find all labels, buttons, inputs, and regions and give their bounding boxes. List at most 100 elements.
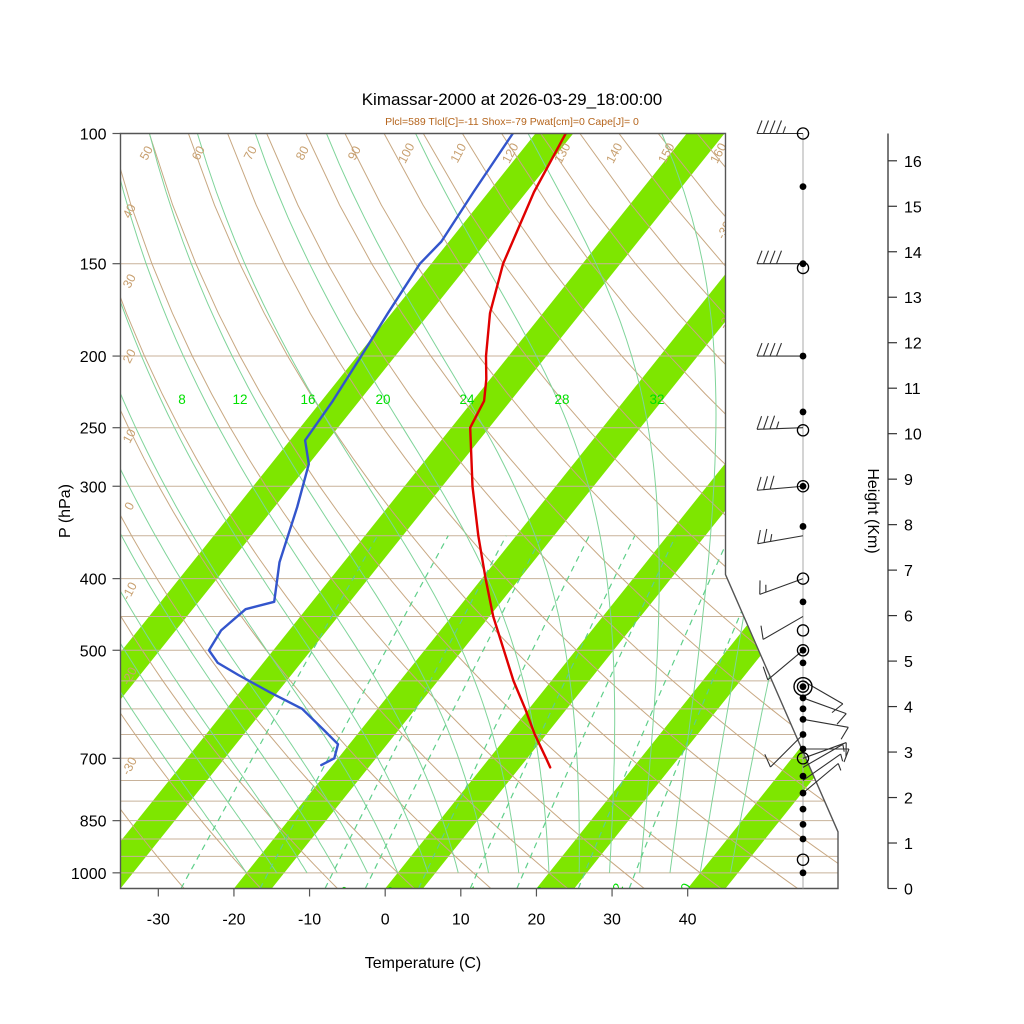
height-tick-label: 7	[904, 563, 913, 580]
height-tick-label: 5	[904, 654, 913, 671]
level-marker	[799, 835, 807, 843]
moist-adiabat-label: 24	[459, 392, 475, 407]
y-tick-label: 150	[80, 257, 107, 274]
level-marker-open	[796, 853, 810, 866]
level-marker	[799, 821, 807, 828]
dry-adiabat	[120, 133, 185, 889]
level-marker	[799, 772, 807, 780]
level-marker	[799, 805, 807, 813]
x-axis-label: Temperature (C)	[365, 955, 481, 972]
moist-adiabat-label: 20	[375, 392, 390, 407]
chart-title: Kimassar-2000 at 2026-03-29_18:00:00	[361, 90, 663, 109]
moist-adiabat	[120, 133, 247, 874]
level-marker-open	[796, 624, 810, 637]
height-tick-label: 0	[904, 882, 913, 899]
x-tick-label: -20	[222, 912, 245, 929]
height-tick-label: 12	[904, 336, 922, 353]
dry-adiabat	[383, 133, 838, 889]
wind-barb	[802, 742, 847, 759]
mixing-ratio-line	[324, 535, 507, 889]
height-tick-label: 8	[904, 518, 913, 535]
moist-adiabat	[120, 133, 338, 874]
height-tick-label: 3	[904, 745, 913, 762]
shade-band	[233, 133, 838, 889]
wind-barb	[756, 342, 803, 357]
dry-adiabat	[305, 133, 838, 889]
x-tick-label: 10	[452, 912, 470, 929]
height-axis-label: Height (Km)	[864, 468, 881, 553]
height-tick-label: 16	[904, 154, 922, 171]
mixing-ratio-line	[418, 535, 590, 889]
shade-band	[536, 133, 838, 889]
y-tick-label: 200	[80, 349, 107, 366]
wind-barb	[760, 615, 804, 640]
shade-band	[687, 133, 838, 889]
y-axis-label: P (hPa)	[57, 484, 74, 538]
level-marker	[799, 705, 807, 713]
isotherm-label-left: 30	[120, 272, 139, 291]
moist-adiabat	[120, 133, 459, 873]
level-marker	[799, 683, 807, 691]
height-tick-label: 15	[904, 199, 922, 216]
level-marker	[799, 408, 807, 416]
moist-adiabat	[196, 133, 520, 873]
height-tick-label: 2	[904, 791, 913, 808]
isotherm-label-left: 10	[120, 427, 139, 446]
moist-adiabat	[415, 133, 616, 873]
moist-adiabat	[120, 133, 308, 874]
level-marker-open	[796, 680, 810, 693]
mixing-ratio-label: 12	[606, 881, 626, 901]
wind-barb-column	[756, 120, 850, 889]
dry-adiabat-label: 70	[241, 144, 260, 163]
level-marker-open	[796, 572, 810, 585]
level-marker-open	[796, 480, 810, 493]
wind-barb	[802, 743, 845, 768]
dry-adiabat	[120, 133, 492, 889]
level-marker	[799, 694, 807, 702]
level-marker-open	[796, 424, 810, 437]
mixing-ratio-line	[364, 535, 543, 889]
moist-adiabat-label: 12	[232, 392, 247, 407]
dry-adiabat	[120, 133, 645, 889]
isotherm-label-left: 40	[120, 202, 139, 221]
dry-adiabat	[266, 133, 838, 889]
wind-barb	[762, 649, 804, 681]
isotherm-label-right: 10	[739, 589, 758, 608]
wind-barb	[756, 120, 803, 135]
y-tick-label: 250	[80, 421, 107, 438]
lcl-marker	[793, 676, 813, 697]
dry-adiabat	[227, 133, 838, 889]
level-marker-open	[796, 752, 810, 765]
wind-barb	[802, 763, 842, 794]
moist-adiabat	[120, 133, 399, 873]
mixing-ratio-line	[259, 535, 449, 889]
height-tick-label: 4	[904, 700, 913, 717]
height-tick-label: 14	[904, 245, 922, 262]
moist-adiabat	[527, 133, 660, 873]
height-tick-label: 1	[904, 836, 913, 853]
wind-barb	[756, 415, 804, 430]
level-marker	[799, 598, 807, 606]
mixing-ratio-line	[180, 535, 378, 889]
wind-barb	[802, 718, 849, 740]
wind-barb	[756, 250, 803, 265]
wind-barb	[759, 578, 804, 595]
dry-adiabat-label: 90	[345, 144, 364, 163]
level-marker	[799, 183, 807, 191]
height-tick-label: 9	[904, 472, 913, 489]
level-marker	[799, 789, 807, 797]
level-marker	[799, 745, 807, 753]
height-tick-label: 11	[904, 381, 921, 398]
level-marker	[799, 523, 807, 530]
y-tick-label: 500	[80, 643, 107, 660]
shade-band	[385, 133, 838, 889]
dry-adiabat-label: 80	[293, 144, 312, 163]
height-tick-label: 10	[904, 427, 922, 444]
mixing-ratio-lines	[180, 535, 775, 889]
plot-border	[119, 132, 839, 890]
x-tick-label: -10	[298, 912, 321, 929]
isotherm-label-left: 20	[120, 347, 139, 366]
dry-adiabat	[0, 134, 31, 889]
